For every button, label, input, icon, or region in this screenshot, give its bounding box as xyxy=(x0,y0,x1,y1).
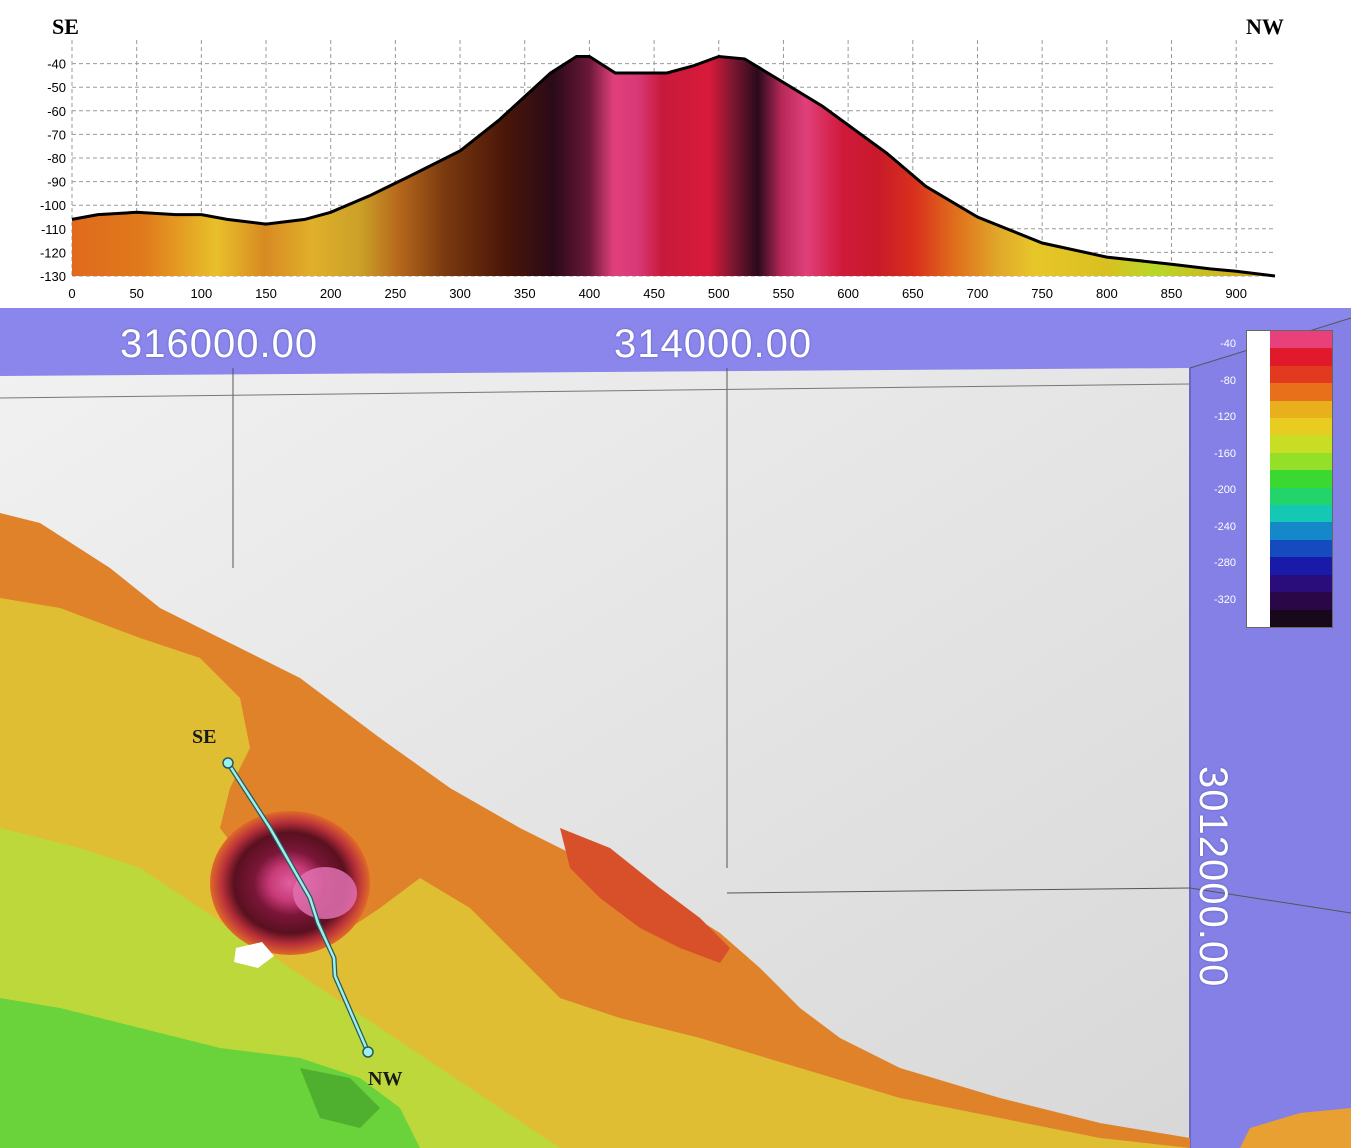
y-tick-label: -60 xyxy=(47,104,66,119)
x-coordinate-label-2: 314000.00 xyxy=(614,322,813,366)
x-tick-label: 350 xyxy=(514,286,536,301)
legend-color-band xyxy=(1270,592,1332,610)
legend-color-band xyxy=(1270,487,1332,506)
transect-end-label: NW xyxy=(368,1068,403,1090)
profile-line xyxy=(71,54,1276,278)
top-axis-frame xyxy=(0,308,1351,376)
x-tick-label: 500 xyxy=(708,286,730,301)
legend-tick-label: -80 xyxy=(1220,374,1236,387)
legend-color-band xyxy=(1270,400,1332,419)
legend-color-band xyxy=(1270,383,1332,401)
legend-tick-label: -160 xyxy=(1213,447,1236,460)
x-tick-label: 800 xyxy=(1096,286,1118,301)
legend-color-band xyxy=(1270,452,1332,471)
volcanic-cone xyxy=(210,811,370,955)
transect-start-point[interactable] xyxy=(222,757,234,769)
3d-bathymetry-view[interactable]: 316000.00 314000.00 3012000.00 SE NW xyxy=(0,308,1351,1148)
terrain-render[interactable] xyxy=(0,308,1351,1148)
y-tick-label: -80 xyxy=(47,151,66,166)
legend-color-band xyxy=(1270,418,1332,436)
legend-color-band xyxy=(1270,522,1332,540)
legend-tick-label: -320 xyxy=(1213,593,1236,606)
x-tick-label: 600 xyxy=(837,286,859,301)
x-tick-label: 150 xyxy=(255,286,277,301)
terrain-green-zone xyxy=(0,998,420,1148)
y-coordinate-label: 3012000.00 xyxy=(1191,766,1235,988)
legend-color-band xyxy=(1270,435,1332,453)
x-tick-label: 400 xyxy=(579,286,601,301)
y-tick-label: -40 xyxy=(47,57,66,72)
x-tick-label: 300 xyxy=(449,286,471,301)
legend-color-band xyxy=(1270,557,1332,575)
y-tick-label: -120 xyxy=(40,245,66,260)
x-tick-label: 200 xyxy=(320,286,342,301)
legend-color-band xyxy=(1270,470,1332,488)
y-tick-label: -70 xyxy=(47,127,66,142)
x-tick-label: 850 xyxy=(1161,286,1183,301)
x-tick-label: 50 xyxy=(129,286,143,301)
transect-end-point[interactable] xyxy=(362,1046,374,1058)
x-tick-label: 450 xyxy=(643,286,665,301)
profile-start-label: SE xyxy=(52,14,79,39)
grid-line xyxy=(726,887,1191,894)
terrain-dark-green-patch xyxy=(300,1068,380,1128)
legend-tick-labels: -40 -80 -120 -160 -200 -240 -280 -320 xyxy=(1190,330,1246,630)
depth-profile-chart: -40 -50 -60 -70 -80 -90 -100 -110 -120 -130 0 50 10… xyxy=(0,0,1351,308)
grid-line xyxy=(0,383,1191,399)
x-tick-label: 650 xyxy=(902,286,924,301)
legend-tick-label: -240 xyxy=(1213,520,1236,533)
legend-tick-label: -280 xyxy=(1213,557,1236,569)
legend-tick-label: -120 xyxy=(1213,411,1236,423)
profile-end-label: NW xyxy=(1246,14,1284,39)
data-gap xyxy=(234,942,274,968)
y-tick-label: -130 xyxy=(40,269,66,284)
y-tick-label: -50 xyxy=(47,80,66,95)
x-tick-label: 550 xyxy=(773,286,795,301)
profile-plot: -40 -50 -60 -70 -80 -90 -100 -110 -120 -130 0 50 10… xyxy=(40,40,1276,301)
legend-color-band xyxy=(1270,348,1332,366)
legend-color-band xyxy=(1270,609,1332,627)
legend-color-band xyxy=(1270,574,1332,593)
x-tick-label: 700 xyxy=(967,286,989,301)
x-tick-label: 250 xyxy=(385,286,407,301)
legend-color-band xyxy=(1270,331,1332,349)
legend-tick-label: -40 xyxy=(1220,338,1236,350)
x-tick-label: 0 xyxy=(68,286,75,301)
x-tick-label: 900 xyxy=(1225,286,1247,301)
y-tick-label: -100 xyxy=(40,198,66,213)
x-tick-label: 100 xyxy=(191,286,213,301)
legend-color-band xyxy=(1270,365,1332,384)
x-coordinate-label-1: 316000.00 xyxy=(120,322,319,366)
y-tick-label: -90 xyxy=(47,175,66,190)
depth-color-legend xyxy=(1246,330,1333,628)
legend-tick-label: -200 xyxy=(1213,484,1236,496)
transect-start-label: SE xyxy=(192,726,217,748)
legend-color-band xyxy=(1270,539,1332,558)
cone-summit xyxy=(293,867,357,919)
y-tick-label: -110 xyxy=(41,222,66,237)
profile-area xyxy=(72,56,1275,276)
x-tick-label: 750 xyxy=(1031,286,1053,301)
legend-color-band xyxy=(1270,505,1332,523)
terrain-red-ridge xyxy=(560,828,730,963)
